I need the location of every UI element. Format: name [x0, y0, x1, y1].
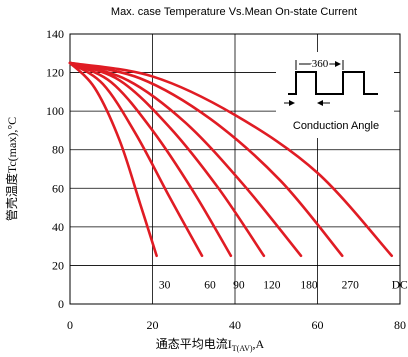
inset-caption: Conduction Angle [293, 120, 379, 132]
x-axis-label-unit: ,A [253, 337, 265, 351]
y-tick-label: 80 [52, 143, 64, 157]
x-tick-labels: 0 20 40 60 80 [67, 318, 406, 332]
x-tick-label: 80 [394, 318, 406, 332]
series-line-60 [68, 61, 204, 258]
y-tick-label: 120 [46, 66, 64, 80]
y-tick-label: 20 [52, 258, 64, 272]
series-labels: 30 60 90 120 180 270 DC [159, 280, 408, 292]
x-tick-label: 20 [147, 318, 159, 332]
x-tick-label: 0 [67, 318, 73, 332]
inset-angle-label: 360 [312, 58, 329, 70]
y-axis-label: 管壳温度Tc(max),°C [4, 117, 19, 221]
series-label-180: 180 [300, 280, 318, 292]
y-tick-label: 60 [52, 181, 64, 195]
series-label-90: 90 [233, 280, 245, 292]
y-tick-label: 140 [46, 27, 64, 41]
x-tick-label: 60 [312, 318, 324, 332]
series-line-180 [68, 61, 303, 258]
x-axis-label-subscript: T(AV) [232, 344, 253, 353]
chart-title: Max. case Temperature Vs.Mean On-state C… [111, 6, 357, 18]
series-line-270 [68, 61, 344, 258]
series-label-30: 30 [159, 280, 171, 292]
series-line-90 [68, 61, 233, 258]
series-label-120: 120 [263, 280, 281, 292]
series-label-dc: DC [392, 280, 408, 292]
y-tick-label: 40 [52, 220, 64, 234]
y-tick-label: 100 [46, 104, 64, 118]
series-label-270: 270 [342, 280, 360, 292]
series-line-dc [68, 61, 394, 258]
series-label-60: 60 [204, 280, 216, 292]
inset-waveform [288, 71, 378, 95]
series-lines [68, 61, 394, 258]
plot-frame [69, 33, 401, 305]
x-tick-label: 40 [229, 318, 241, 332]
x-axis-label: 通态平均电流IT(AV),A [156, 337, 265, 353]
series-line-30 [68, 61, 158, 258]
conduction-angle-inset: 360 Conduction Angle [276, 52, 394, 138]
x-axis-label-main: 通态平均电流I [156, 337, 232, 351]
y-tick-label: 0 [58, 297, 64, 311]
series-line-120 [68, 61, 266, 258]
y-tick-labels: 0 20 40 60 80 100 120 140 [46, 27, 64, 311]
